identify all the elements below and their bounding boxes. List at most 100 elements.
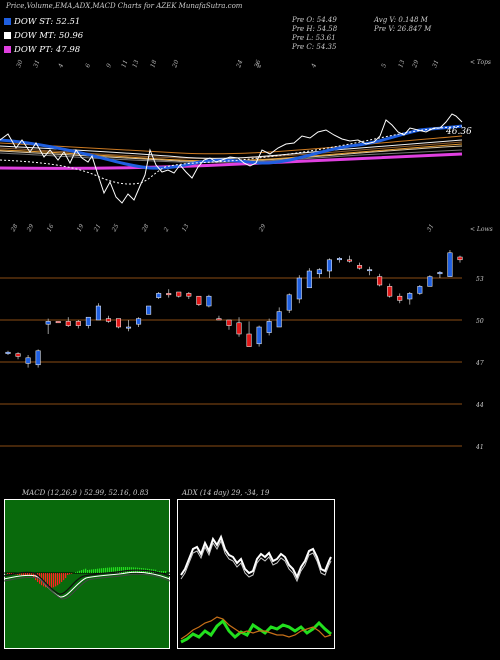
candle-body <box>146 305 152 315</box>
candle <box>347 255 353 263</box>
macd-hist-bar <box>99 568 101 573</box>
bottom-date-label: 29 <box>25 223 35 234</box>
top-date-label: 31 <box>431 59 440 69</box>
price-level-lines: 53 50 47 44 41 <box>0 276 484 451</box>
macd-hist-bar <box>49 573 51 588</box>
dow-st-swatch <box>4 18 11 25</box>
candle <box>75 320 81 329</box>
macd-hist-bar <box>103 568 105 573</box>
dow-pt-label: DOW PT: 47.98 <box>14 45 81 55</box>
candle-body <box>407 293 413 300</box>
legend-dow-mt: DOW MT: 50.96 <box>4 31 83 41</box>
top-date-label: 11 <box>120 59 129 69</box>
top-date-label: 5 <box>380 63 388 69</box>
candle-body <box>326 259 332 272</box>
candle <box>95 303 101 321</box>
candle <box>447 250 453 277</box>
candle-body <box>95 305 101 321</box>
bottom-date-label: 31 <box>426 223 436 233</box>
macd-hist-bar <box>109 567 111 573</box>
candle-body <box>276 311 282 328</box>
macd-line-3 <box>4 573 170 600</box>
bottom-date-label: 28 <box>140 223 150 234</box>
candle-body <box>387 286 393 297</box>
candle-body <box>457 256 463 261</box>
top-date-label: 9 <box>105 63 113 69</box>
bottom-date-label: 16 <box>46 223 56 233</box>
avg-volume: Avg V: 0.148 M <box>374 16 428 24</box>
macd-hist-bar <box>121 567 123 573</box>
price-level-label: 47 <box>475 360 484 367</box>
candle <box>296 275 302 304</box>
macd-hist-bar <box>9 573 11 575</box>
macd-hist-bar <box>47 573 49 588</box>
candle <box>176 291 182 298</box>
bottom-date-labels: 28 29 16 19 21 25 28 2 13 29 31 <box>9 223 435 234</box>
macd-hist-bar <box>89 569 91 573</box>
macd-hist-bar <box>35 573 37 581</box>
price-level-label: 50 <box>476 318 484 325</box>
macd-hist-bar <box>55 573 57 587</box>
candle <box>206 294 212 308</box>
price-level-label: 53 <box>476 276 484 283</box>
top-date-label: 13 <box>131 59 140 69</box>
price-line <box>0 113 463 204</box>
candle <box>186 292 192 299</box>
candle <box>25 355 31 368</box>
macd-header: MACD (12,26,9 ) 52.99, 52.16, 0.83 <box>22 489 149 497</box>
candle <box>367 266 373 276</box>
candle-body <box>296 277 302 300</box>
macd-hist-bar <box>45 573 47 588</box>
top-date-label: 13 <box>397 59 406 69</box>
candle-body <box>126 326 132 329</box>
macd-chart <box>4 499 170 649</box>
macd-hist-bar <box>7 573 9 574</box>
macd-hist-bar <box>57 573 59 586</box>
candle-body <box>427 276 433 287</box>
dow-st-label: DOW ST: 52.51 <box>14 17 81 27</box>
macd-hist-bar <box>111 567 113 573</box>
macd-hist-bar <box>123 567 125 573</box>
band-white-2 <box>0 139 463 159</box>
macd-hist-bar <box>101 568 103 573</box>
candle-body <box>166 293 172 296</box>
candle-body <box>377 276 383 286</box>
candle <box>397 293 403 304</box>
candle <box>126 320 132 332</box>
macd-hist-bar <box>67 573 69 575</box>
top-date-labels: 30 31 4 6 9 11 13 18 20 24 262 4 5 13 29 31 <box>15 59 440 70</box>
candle <box>316 268 322 278</box>
macd-hist-bar <box>91 569 93 573</box>
macd-hist-bar <box>43 573 45 587</box>
candle-body <box>256 326 262 345</box>
adx-chart <box>177 499 335 649</box>
candle <box>35 349 41 368</box>
bottom-date-label: 13 <box>181 223 191 233</box>
candle <box>427 275 433 287</box>
macd-hist-bar <box>53 573 55 588</box>
candle <box>85 316 91 329</box>
candle <box>357 262 363 270</box>
candle <box>457 255 463 263</box>
macd-hist-bar <box>163 571 165 573</box>
candle <box>437 271 443 278</box>
candle <box>55 321 61 324</box>
macd-hist-bar <box>83 569 85 573</box>
candle <box>266 318 272 336</box>
bottom-date-label: 21 <box>92 223 102 234</box>
candle-body <box>447 252 453 277</box>
top-date-label: 24 <box>235 59 245 70</box>
band-tan-1 <box>0 145 463 162</box>
candle-body <box>347 259 353 262</box>
macd-hist-bar <box>27 573 29 576</box>
macd-hist-bar <box>119 567 121 573</box>
candle <box>115 318 121 329</box>
band-orange-1 <box>0 135 463 155</box>
candle <box>65 317 71 327</box>
macd-hist-bar <box>25 573 27 576</box>
dow-pt-swatch <box>4 46 11 53</box>
top-date-label: 20 <box>171 59 181 70</box>
macd-hist-bar <box>113 567 115 573</box>
top-date-label: 31 <box>32 59 41 69</box>
candle <box>156 292 162 299</box>
